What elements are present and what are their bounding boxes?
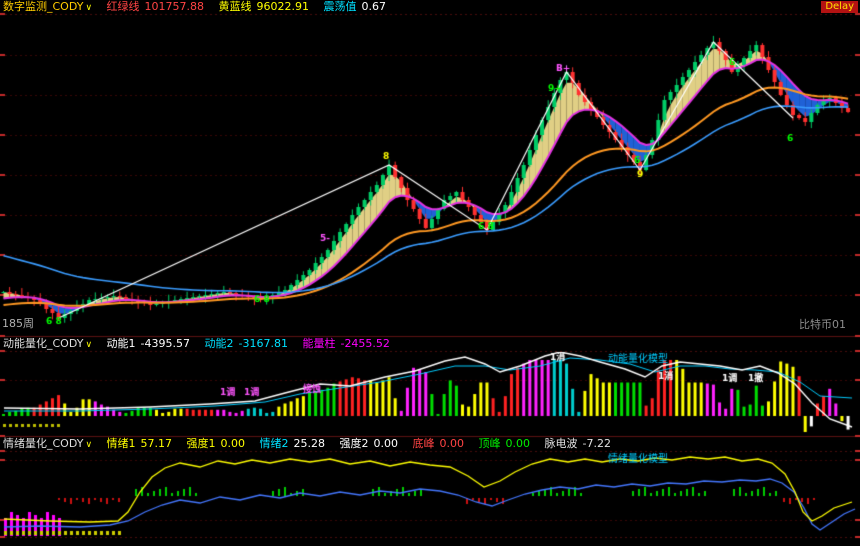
- field-label: 底峰: [412, 437, 435, 450]
- field-momentum-2: 动能2 -3167.81: [205, 337, 292, 350]
- momentum-panel-header: 动能量化_CODY ∨ 动能1 -4395.57 动能2 -3167.81 能量柱 -2…: [3, 337, 860, 350]
- sentiment-panel-header: 情绪量化_CODY ∨ 情绪1 57.17 强度1 0.00 情绪2 25.28 强度2…: [3, 437, 860, 450]
- field-value: 101757.88: [144, 0, 205, 13]
- field-pulse-wave: 脉电波 -7.22: [545, 437, 611, 450]
- field-label: 情绪1: [106, 437, 136, 450]
- field-value: 57.17: [140, 437, 173, 450]
- field-red-green-line: 红绿线 101757.88: [107, 0, 208, 13]
- chevron-down-icon[interactable]: ∨: [85, 340, 93, 350]
- field-sentiment-2: 情绪2 25.28: [260, 437, 329, 450]
- field-value: 0.00: [439, 437, 465, 450]
- chevron-down-icon[interactable]: ∨: [85, 3, 93, 13]
- momentum-indicator-selector[interactable]: 动能量化_CODY ∨: [3, 337, 96, 350]
- period-watermark: 185周: [2, 317, 34, 330]
- field-value: 96022.91: [256, 0, 310, 13]
- field-label: 情绪2: [259, 437, 289, 450]
- main-chart-header: 数字监测_CODY ∨ 红绿线 101757.88 黄蓝线 96022.91 震荡值 0…: [3, 0, 860, 13]
- field-bottom-peak: 底峰 0.00: [413, 437, 468, 450]
- field-value: -7.22: [582, 437, 611, 450]
- field-label: 脉电波: [544, 437, 578, 450]
- field-strength-1: 强度1 0.00: [187, 437, 249, 450]
- field-value: 0.67: [361, 0, 387, 13]
- field-value: 25.28: [293, 437, 326, 450]
- field-value: 0.00: [505, 437, 531, 450]
- field-label: 动能2: [204, 337, 234, 350]
- field-label: 动能1: [106, 337, 136, 350]
- field-energy-bar: 能量柱 -2455.52: [302, 337, 389, 350]
- sentiment-indicator-selector[interactable]: 情绪量化_CODY ∨: [3, 437, 96, 450]
- field-sentiment-1: 情绪1 57.17: [107, 437, 176, 450]
- field-value: -4395.57: [140, 337, 190, 350]
- field-value: -3167.81: [238, 337, 288, 350]
- field-strength-2: 强度2 0.00: [340, 437, 402, 450]
- field-oscillation-value: 震荡值 0.67: [324, 0, 387, 13]
- symbol-watermark: 比特币01: [799, 318, 846, 331]
- field-label: 黄蓝线: [218, 0, 252, 13]
- field-yellow-blue-line: 黄蓝线 96022.91: [219, 0, 313, 13]
- field-label: 顶峰: [478, 437, 501, 450]
- field-value: 0.00: [220, 437, 246, 450]
- field-label: 震荡值: [323, 0, 357, 13]
- delay-badge: Delay: [821, 1, 858, 13]
- field-value: -2455.52: [340, 337, 390, 350]
- field-momentum-1: 动能1 -4395.57: [107, 337, 194, 350]
- field-value: 0.00: [373, 437, 399, 450]
- field-label: 红绿线: [106, 0, 140, 13]
- sentiment-indicator-title: 情绪量化_CODY: [3, 437, 84, 450]
- field-top-peak: 顶峰 0.00: [479, 437, 534, 450]
- field-label: 能量柱: [302, 337, 336, 350]
- main-indicator-selector[interactable]: 数字监测_CODY ∨: [3, 0, 96, 13]
- field-label: 强度1: [186, 437, 216, 450]
- chevron-down-icon[interactable]: ∨: [85, 440, 93, 450]
- field-label: 强度2: [339, 437, 369, 450]
- momentum-indicator-title: 动能量化_CODY: [3, 337, 84, 350]
- main-indicator-title: 数字监测_CODY: [3, 0, 84, 13]
